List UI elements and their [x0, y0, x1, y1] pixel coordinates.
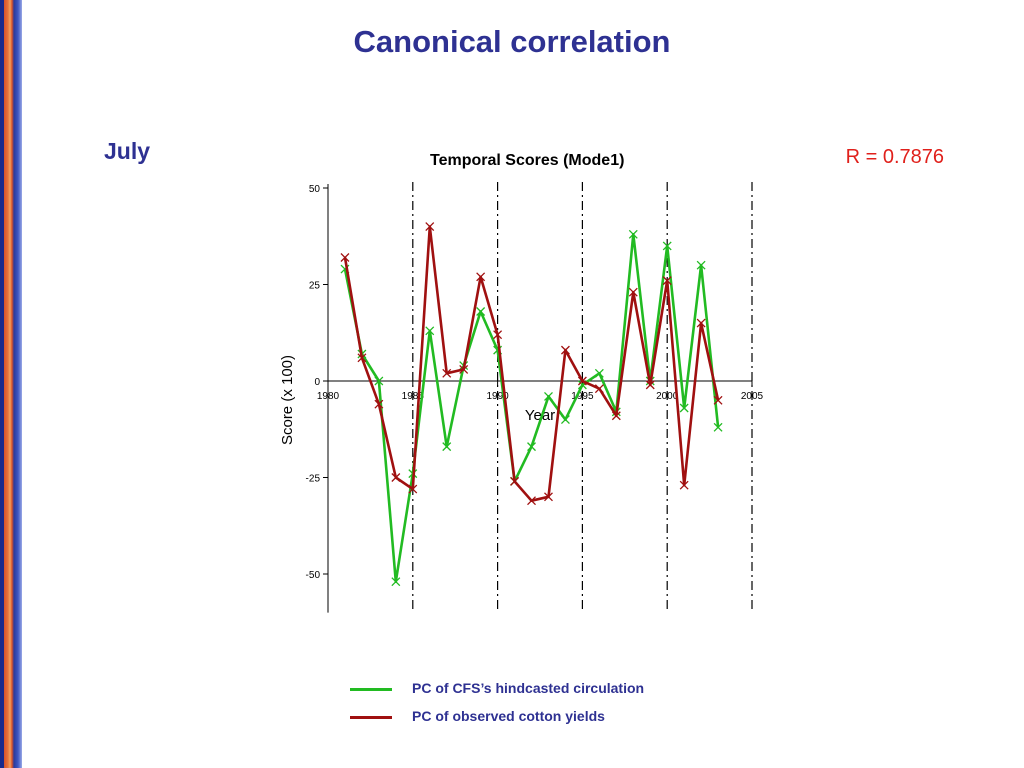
x-tick-label-2000: 2000	[656, 391, 679, 402]
series-line-observed	[343, 225, 720, 503]
month-label: July	[104, 138, 151, 164]
y-tick-label--25: -25	[306, 474, 321, 485]
data-point-observed-1988	[459, 364, 469, 374]
data-point-cfs-1992	[527, 442, 536, 452]
data-point-observed-2002	[696, 318, 706, 328]
data-point-observed-1997	[611, 411, 621, 421]
data-point-observed-1983	[374, 399, 384, 409]
data-point-observed-1981	[340, 253, 350, 262]
data-point-cfs-2002	[696, 260, 706, 270]
x-tick-label-1980: 1980	[317, 391, 340, 402]
x-tick-label-1995: 1995	[571, 391, 594, 402]
data-point-cfs-1986	[425, 326, 435, 336]
x-axis-label: Year	[525, 407, 555, 424]
decorative-side-bar	[0, 0, 22, 768]
data-point-observed-1994	[560, 345, 570, 355]
data-point-observed-1999	[645, 380, 655, 390]
y-tick-label--50: -50	[306, 570, 321, 581]
data-point-observed-1990	[493, 330, 503, 340]
data-point-cfs-2000	[662, 241, 672, 251]
data-point-cfs-1989	[476, 307, 486, 316]
legend-line-cfs	[350, 688, 392, 691]
data-point-cfs-1983	[374, 376, 384, 386]
x-tick-label-1990: 1990	[486, 391, 509, 402]
data-point-cfs-1993	[544, 391, 553, 401]
data-point-cfs-1984	[391, 577, 401, 587]
data-point-observed-1992	[527, 496, 536, 506]
data-point-observed-1996	[594, 384, 604, 394]
data-point-observed-1989	[476, 272, 486, 282]
slide-title: Canonical correlation	[353, 24, 671, 59]
data-point-cfs-1987	[442, 442, 452, 452]
data-point-observed-1984	[391, 473, 401, 482]
data-point-observed-1987	[442, 368, 452, 378]
data-point-cfs-1994	[560, 415, 570, 425]
data-point-cfs-1996	[594, 368, 604, 378]
y-tick-label-0: 0	[314, 377, 320, 388]
data-point-cfs-2003	[713, 422, 723, 432]
data-point-observed-2000	[662, 276, 672, 286]
data-point-observed-1998	[628, 287, 638, 297]
y-tick-label-25: 25	[309, 281, 321, 292]
data-point-cfs-1998	[628, 229, 638, 239]
y-tick-label-50: 50	[309, 184, 321, 195]
x-tick-label-2005: 2005	[741, 391, 764, 402]
data-point-observed-2001	[679, 480, 689, 490]
data-point-cfs-2001	[679, 403, 689, 413]
data-point-observed-1985	[408, 484, 418, 494]
data-point-observed-1982	[357, 353, 367, 363]
data-point-observed-1986	[425, 222, 435, 232]
legend-label-cfs: PC of CFS’s hindcasted circulation	[412, 680, 645, 696]
data-point-observed-2003	[713, 395, 723, 405]
correlation-value: R = 0.7876	[845, 146, 944, 168]
data-point-observed-1993	[544, 492, 553, 502]
legend-line-observed	[350, 716, 392, 719]
data-point-observed-1995	[577, 376, 587, 386]
legend-label-observed: PC of observed cotton yields	[412, 708, 605, 724]
y-axis-label: Score (x 100)	[279, 355, 296, 445]
x-tick-label-1985: 1985	[402, 391, 425, 402]
chart-title: Temporal Scores (Mode1)	[430, 152, 625, 169]
data-point-observed-1991	[510, 476, 520, 486]
